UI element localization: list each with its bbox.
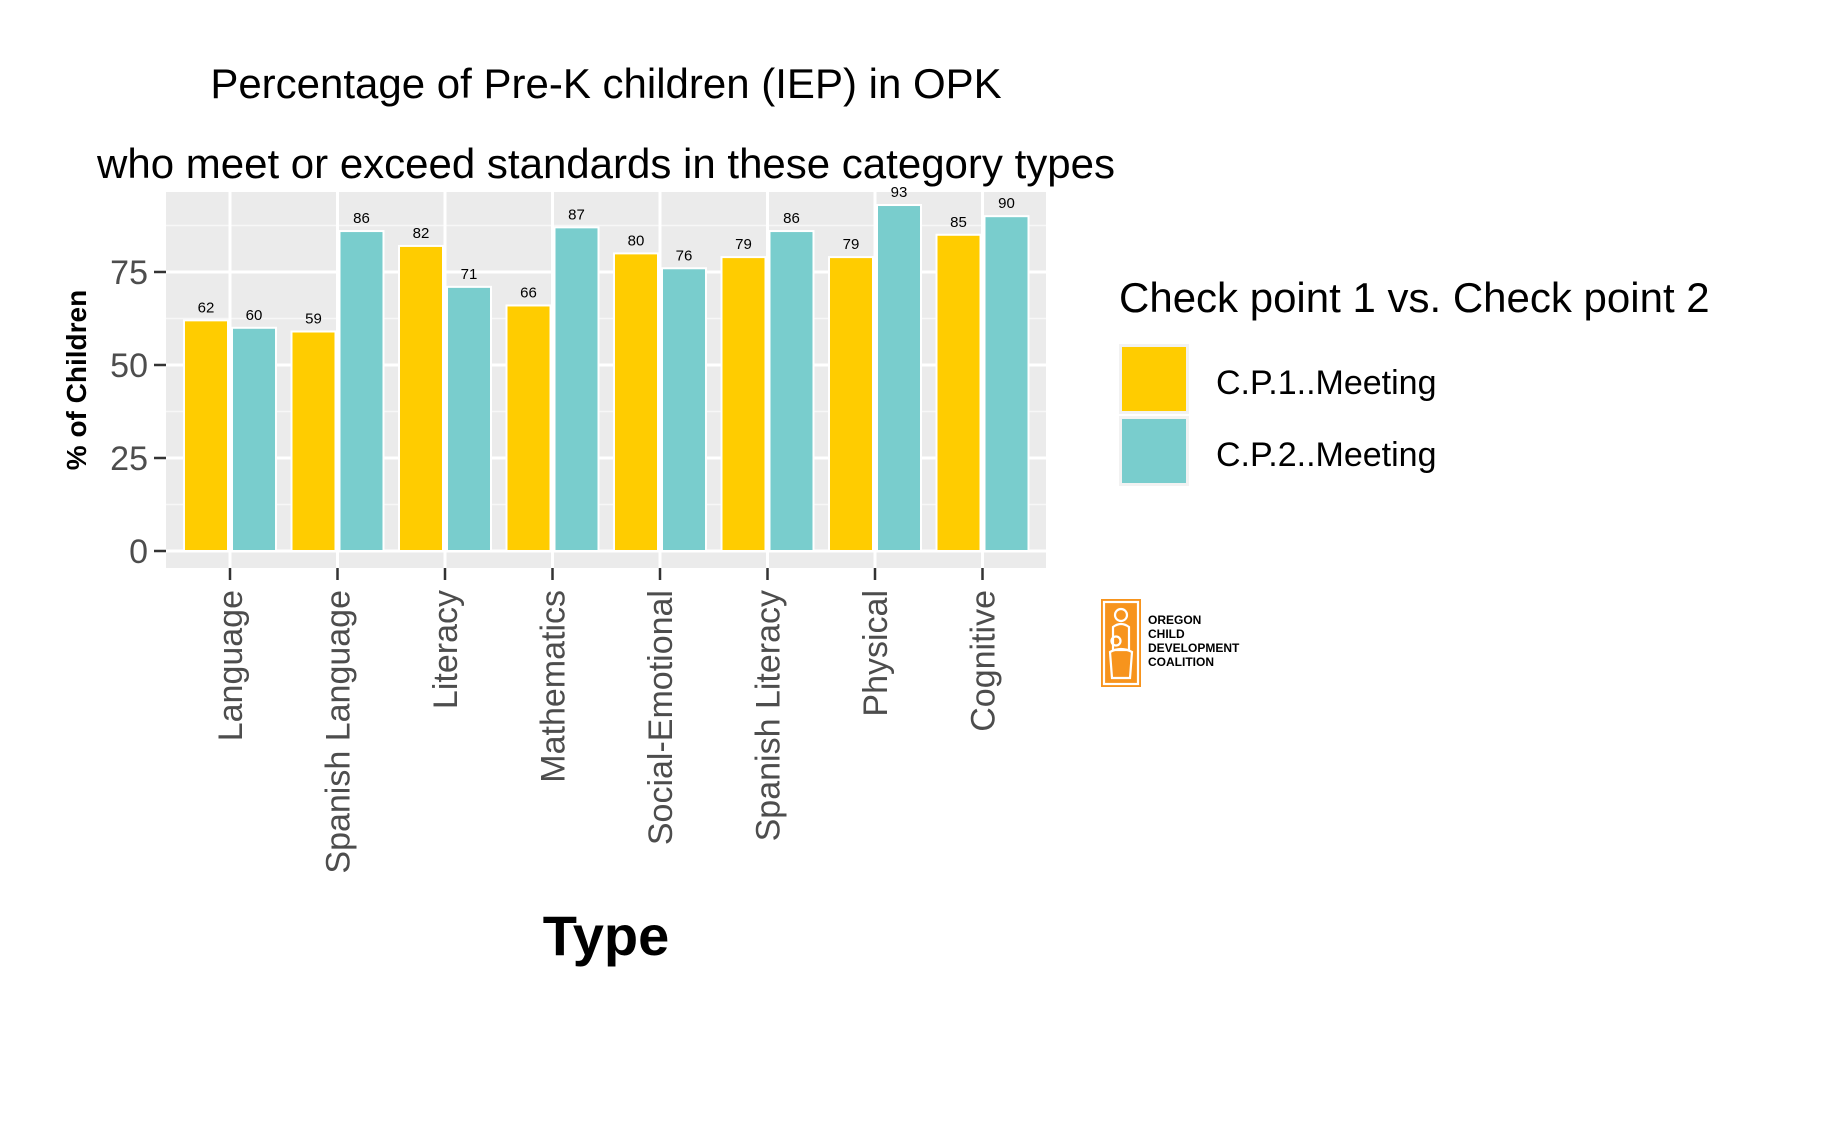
bar-value-label: 93 — [891, 184, 908, 201]
legend-swatch-cp2 — [1122, 419, 1186, 483]
bar-value-label: 86 — [353, 210, 370, 227]
bar-cp2 — [446, 285, 492, 552]
bar-value-label: 80 — [628, 232, 645, 249]
x-tick-label: Social-Emotional — [642, 590, 680, 845]
bar-value-label: 79 — [735, 236, 752, 253]
x-tick-label: Mathematics — [535, 590, 573, 783]
bar-cp2 — [338, 230, 385, 553]
bar-labels-group: 62 59 82 66 80 79 79 85 60 86 71 87 76 86 93 90 — [198, 184, 1015, 327]
ocdc-logo: OREGON CHILD DEVELOPMENT COALITION — [1101, 599, 1240, 687]
x-tick-label: Language — [212, 590, 250, 741]
logo-text-line: COALITION — [1148, 655, 1214, 669]
bar-value-label: 90 — [998, 195, 1015, 212]
bar-value-label: 66 — [520, 284, 537, 301]
y-tick-label: 25 — [110, 440, 148, 478]
y-tick-label: 0 — [129, 533, 148, 571]
x-axis: Language Spanish Language Literacy Mathemat… — [212, 568, 1003, 874]
bar-cp1 — [505, 304, 552, 552]
y-tick-label: 75 — [110, 254, 148, 292]
bar-value-label: 82 — [413, 225, 430, 242]
bar-cp1 — [828, 256, 874, 552]
logo-text-line: DEVELOPMENT — [1148, 641, 1240, 655]
legend-label-cp2: C.P.2..Meeting — [1216, 436, 1437, 474]
bar-value-label: 59 — [305, 311, 322, 328]
chart-subtitle: who meet or exceed standards in these ca… — [96, 140, 1115, 187]
bar-value-label: 71 — [461, 266, 478, 283]
bar-cp1 — [720, 256, 767, 552]
bar-cp1 — [183, 319, 229, 552]
chart-title: Percentage of Pre-K children (IEP) in OP… — [210, 60, 1001, 107]
y-axis-title: % of Children — [61, 290, 92, 470]
legend-swatch-cp1 — [1122, 347, 1186, 411]
bar-cp1 — [935, 233, 982, 552]
bar-cp1 — [290, 330, 337, 553]
bar-cp2 — [768, 230, 815, 553]
bar-cp2 — [983, 215, 1030, 553]
bar-cp2 — [661, 267, 707, 552]
bar-cp1 — [398, 244, 444, 553]
logo-text-line: OREGON — [1148, 613, 1201, 627]
logo-text-line: CHILD — [1148, 627, 1185, 641]
bar-cp2 — [231, 326, 277, 552]
bar-value-label: 87 — [568, 206, 585, 223]
bar-value-label: 79 — [843, 236, 860, 253]
x-axis-title: Type — [543, 904, 670, 967]
x-tick-label: Spanish Language — [320, 590, 358, 874]
bar-value-label: 60 — [246, 307, 263, 324]
bar-value-label: 86 — [783, 210, 800, 227]
x-tick-label: Literacy — [427, 590, 465, 709]
bar-value-label: 62 — [198, 299, 215, 316]
y-tick-label: 50 — [110, 347, 148, 385]
logo-figure-icon — [1102, 600, 1140, 686]
x-tick-label: Physical — [857, 590, 895, 717]
legend-label-cp1: C.P.1..Meeting — [1216, 364, 1437, 402]
bar-value-label: 76 — [676, 247, 693, 264]
bar-cp1 — [613, 252, 659, 552]
bar-value-label: 85 — [950, 214, 967, 231]
bar-cp2 — [553, 226, 600, 552]
legend: Check point 1 vs. Check point 2 C.P.1..M… — [1119, 274, 1710, 486]
x-tick-label: Cognitive — [965, 590, 1003, 732]
y-axis: 0 25 50 75 — [110, 254, 166, 571]
legend-title: Check point 1 vs. Check point 2 — [1119, 274, 1710, 321]
x-tick-label: Spanish Literacy — [750, 590, 788, 841]
bar-cp2 — [876, 204, 922, 552]
bars-group — [183, 204, 1030, 553]
